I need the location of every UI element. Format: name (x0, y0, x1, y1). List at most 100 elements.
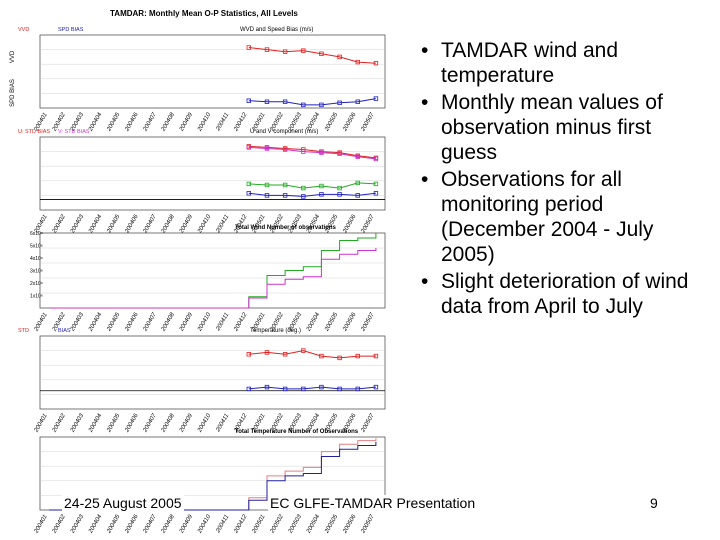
x-tick-label: 200411 (215, 214, 230, 235)
bullet-item: • Slight deterioration of wind data from … (415, 269, 710, 319)
x-tick-label: 200406 (124, 213, 140, 235)
x-tick-label: 200411 (215, 514, 230, 535)
bullet-text: Observations for all monitoring period (… (441, 168, 654, 266)
bullet-text: Slight deterioration of wind data from A… (441, 270, 689, 318)
y-tick-label: 3x10⁶ (30, 269, 43, 275)
series-line (248, 98, 376, 106)
tamdar-statistics-plots: 200401 200402 200403 200404 200405 200406 2004… (10, 9, 386, 535)
series-line (248, 192, 376, 197)
x-tick-label: 200402 (51, 213, 67, 235)
x-tick-label: 200401 (33, 413, 49, 434)
chart-subtitle: WVD and Speed Bias (m/s) (240, 27, 313, 33)
chart-subtitle: Temperature (deg.) (250, 328, 301, 334)
x-tick-label: 200405 (106, 213, 122, 235)
x-tick-label: 200412 (233, 311, 249, 333)
x-tick-label: 200409 (178, 513, 194, 535)
bullet-text: Monthly mean values of observation minus… (441, 91, 663, 164)
x-tick-label: 200411 (215, 312, 230, 333)
series-line (49, 248, 377, 309)
x-tick-label: 200405 (106, 513, 122, 535)
x-tick-label: 200407 (142, 213, 158, 235)
chart-title: Total Temperature Number of Observations (235, 429, 359, 435)
x-tick-label: 200405 (106, 111, 122, 133)
x-tick-label: 200507 (360, 311, 376, 333)
x-tick-label: 200505 (324, 311, 340, 333)
x-tick-label: 200507 (360, 412, 376, 434)
series-line (248, 145, 376, 159)
series-line (248, 386, 376, 390)
x-tick-label: 200505 (324, 111, 340, 133)
x-tick-label: 200410 (197, 412, 213, 434)
x-tick-label: 200410 (197, 111, 213, 133)
x-tick-label: 200408 (160, 412, 176, 434)
x-tick-label: 200407 (142, 111, 158, 133)
x-tick-label: 200406 (124, 311, 140, 333)
bullet-dot-icon: • (421, 91, 429, 114)
chart-subtitle: U and V component (m/s) (250, 129, 318, 135)
x-tick-label: 200501 (251, 514, 267, 535)
x-tick-label: 200401 (33, 514, 49, 535)
x-tick-label: 200404 (88, 213, 104, 235)
x-tick-label: 200409 (178, 412, 194, 434)
x-tick-label: 200407 (142, 412, 158, 434)
y-tick-label: 4x10⁶ (30, 256, 43, 262)
x-tick-label: 200408 (160, 311, 176, 333)
x-tick-label: 200507 (360, 513, 376, 535)
x-tick-label: 200403 (69, 311, 85, 333)
series-line (248, 146, 376, 160)
x-tick-label: 200412 (233, 111, 249, 133)
footer-date: 24-25 August 2005 (62, 495, 184, 511)
series-line (248, 350, 376, 359)
x-tick-label: 200503 (287, 513, 303, 535)
x-tick-label: 200411 (215, 413, 230, 434)
chart-title: Total Wind Number of observations (235, 225, 337, 231)
x-tick-label: 200409 (178, 111, 194, 133)
page-number: 9 (648, 495, 660, 511)
x-tick-label: 200506 (342, 111, 358, 133)
plot-frame (39, 136, 386, 211)
x-tick-label: 200504 (305, 311, 321, 333)
plot-frame (39, 34, 386, 109)
x-tick-label: 200405 (106, 412, 122, 434)
x-tick-label: 200401 (33, 312, 49, 333)
x-tick-label: 200407 (142, 513, 158, 535)
x-tick-label: 200404 (88, 311, 104, 333)
bullet-list: • TAMDAR wind and temperature • Monthly me… (415, 38, 710, 321)
footer-title: EC GLFE-TAMDAR Presentation (268, 495, 478, 511)
x-tick-label: 200406 (124, 412, 140, 434)
x-tick-label: 200409 (178, 213, 194, 235)
x-tick-label: 200403 (69, 513, 85, 535)
y-tick-label: 5x10⁶ (30, 244, 43, 250)
x-tick-label: 200410 (197, 311, 213, 333)
bullet-item: • TAMDAR wind and temperature (415, 38, 710, 88)
x-tick-label: 200504 (305, 513, 321, 535)
x-tick-label: 200409 (178, 311, 194, 333)
x-tick-label: 200506 (342, 311, 358, 333)
y-tick-label: 1x10⁶ (30, 294, 43, 300)
bullet-dot-icon: • (421, 270, 429, 293)
plot-frame (39, 335, 386, 410)
x-tick-label: 200507 (360, 213, 376, 235)
bullet-item: • Observations for all monitoring period … (415, 167, 710, 267)
x-tick-label: 200506 (342, 513, 358, 535)
x-tick-label: 200406 (124, 111, 140, 133)
x-tick-label: 200407 (142, 311, 158, 333)
x-tick-label: 200507 (360, 111, 376, 133)
bullet-dot-icon: • (421, 168, 429, 191)
plot-frame (39, 232, 386, 309)
x-tick-label: 200505 (324, 513, 340, 535)
x-tick-label: 200408 (160, 513, 176, 535)
x-tick-label: 200506 (342, 213, 358, 235)
x-tick-label: 200404 (88, 111, 104, 133)
bullet-text: TAMDAR wind and temperature (441, 39, 619, 87)
series-line (248, 182, 376, 189)
x-tick-label: 200404 (88, 513, 104, 535)
legend-entry: STD (18, 328, 29, 334)
legend-entry: V: STD BIAS (58, 129, 90, 135)
x-tick-label: 200403 (69, 412, 85, 434)
x-tick-label: 200402 (51, 513, 67, 535)
legend-entry: U: STD BIAS (18, 129, 50, 135)
x-tick-label: 200408 (160, 111, 176, 133)
bullet-dot-icon: • (421, 39, 429, 62)
x-tick-label: 200403 (69, 213, 85, 235)
